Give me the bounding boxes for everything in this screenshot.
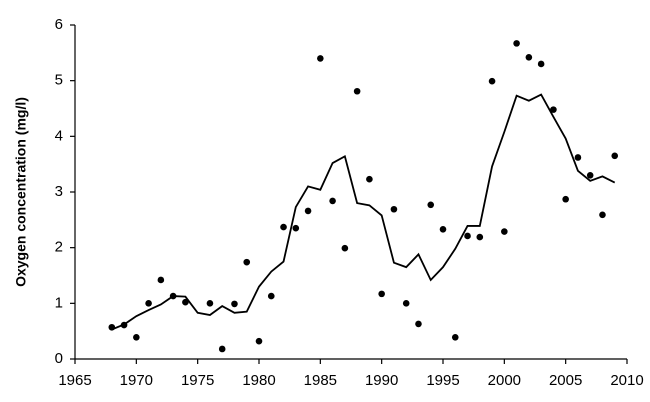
data-point bbox=[218, 345, 226, 353]
data-point bbox=[537, 60, 545, 68]
y-axis-label: Oxygen concentration (mg/l) bbox=[13, 97, 29, 287]
x-tick-label: 1975 bbox=[181, 372, 214, 389]
x-tick-label: 2005 bbox=[549, 372, 582, 389]
data-point bbox=[402, 300, 410, 307]
data-point bbox=[513, 40, 520, 47]
data-point bbox=[488, 77, 496, 85]
y-tick-label: 1 bbox=[55, 294, 63, 311]
data-point bbox=[231, 300, 238, 308]
data-point bbox=[439, 225, 447, 233]
data-point bbox=[304, 207, 312, 215]
data-point bbox=[525, 53, 533, 61]
data-point bbox=[574, 154, 582, 161]
data-point bbox=[317, 55, 324, 62]
data-point bbox=[329, 197, 336, 205]
y-tick-label: 3 bbox=[55, 183, 63, 200]
x-tick-label: 1995 bbox=[426, 372, 459, 389]
y-tick-label: 0 bbox=[55, 350, 63, 367]
data-point bbox=[427, 201, 435, 209]
data-point bbox=[390, 205, 398, 213]
y-tick-label: 5 bbox=[55, 72, 63, 89]
data-point bbox=[599, 211, 606, 219]
x-tick-label: 1990 bbox=[365, 372, 398, 389]
data-point bbox=[341, 244, 349, 252]
data-point bbox=[243, 258, 251, 266]
data-point bbox=[255, 337, 263, 345]
data-point bbox=[501, 228, 508, 235]
data-point bbox=[206, 300, 214, 307]
data-point bbox=[562, 195, 569, 203]
data-point bbox=[415, 320, 422, 328]
data-point bbox=[378, 290, 385, 298]
data-point bbox=[464, 232, 471, 240]
data-point bbox=[366, 175, 373, 183]
x-tick-label: 1965 bbox=[58, 372, 91, 389]
x-tick-label: 2000 bbox=[488, 372, 521, 389]
y-tick-label: 2 bbox=[55, 239, 63, 256]
x-tick-label: 1985 bbox=[304, 372, 337, 389]
data-point bbox=[267, 292, 275, 300]
data-point bbox=[586, 172, 594, 179]
data-point bbox=[451, 333, 459, 341]
data-point bbox=[280, 223, 287, 231]
x-tick-label: 1980 bbox=[242, 372, 275, 389]
data-point bbox=[145, 300, 152, 307]
trend-line bbox=[111, 93, 616, 331]
data-point bbox=[157, 276, 165, 284]
data-point bbox=[611, 152, 619, 160]
x-tick-label: 1970 bbox=[120, 372, 153, 389]
data-point bbox=[292, 224, 300, 232]
data-point bbox=[133, 333, 140, 341]
data-point bbox=[476, 233, 484, 241]
x-tick-label: 2010 bbox=[610, 372, 643, 389]
data-point bbox=[182, 298, 189, 306]
data-point bbox=[108, 323, 116, 331]
y-tick-label: 4 bbox=[55, 127, 63, 144]
y-tick-label: 6 bbox=[55, 16, 63, 33]
data-point bbox=[550, 106, 557, 113]
data-point bbox=[353, 87, 361, 95]
